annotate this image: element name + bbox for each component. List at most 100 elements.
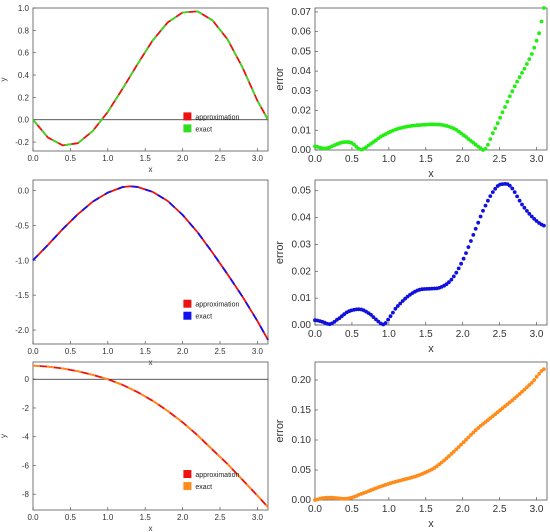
x-tick-label: 2.5	[493, 329, 507, 340]
x-tick-label: 2.5	[214, 154, 226, 163]
legend-swatch	[183, 470, 192, 479]
legend-label: approximation	[195, 472, 239, 479]
error-point	[481, 208, 485, 213]
error-point	[464, 251, 468, 256]
x-tick-label: 2.0	[177, 154, 189, 163]
y-tick-label: 0.00	[292, 320, 312, 331]
error-point	[476, 220, 481, 225]
x-tick-label: 3.0	[530, 154, 544, 165]
y-tick-label: 0.6	[18, 49, 30, 58]
legend-label: approximation	[195, 302, 239, 309]
error-point	[471, 430, 476, 435]
error-point	[522, 66, 527, 71]
panel-5: 0.0 0.5 1.0 1.5 2.0 2.5 3.0 -8 -6 -4 -2 0 x y approxim…	[0, 361, 269, 532]
error-point	[473, 428, 478, 433]
error-point	[529, 214, 534, 219]
panel-3: 0.0 0.5 1.0 1.5 2.0 2.5 3.0 -2.0 -1.5 -1.0 -0.5 0.0…	[15, 179, 269, 367]
y-tick-label: 0	[25, 375, 30, 384]
x-tick-label: 3.0	[530, 504, 544, 515]
x-tick-label: 2.5	[493, 504, 507, 515]
error-point	[369, 312, 373, 317]
y-axis-label: error	[274, 67, 286, 91]
error-point	[398, 301, 403, 306]
error-point	[454, 270, 459, 275]
series-line-approximation	[32, 10, 269, 147]
panel-4: 0.0 0.5 1.0 1.5 2.0 2.5 3.0 0.00 0.01 0.02 0.03 0.0…	[274, 179, 548, 355]
x-tick-label: 1.5	[419, 154, 433, 165]
error-point	[515, 194, 519, 199]
x-tick-label: 0.5	[345, 329, 359, 340]
y-tick-label: -1.5	[15, 291, 29, 300]
x-tick-label: 1.5	[140, 347, 152, 356]
error-point	[493, 186, 498, 191]
error-point	[451, 449, 456, 454]
y-axis-label: y	[0, 78, 8, 82]
error-point	[388, 314, 393, 319]
plot-frame	[32, 361, 269, 511]
x-tick-label: 1.0	[382, 504, 396, 515]
plot-frame	[314, 179, 548, 326]
legend-label: approximation	[195, 114, 239, 121]
panel-1: 0.0 0.5 1.0 1.5 2.0 2.5 3.0 -0.2 0.0 0.2 0.4 0.6 0.8…	[0, 4, 269, 174]
plot-frame	[32, 7, 269, 152]
error-point	[539, 19, 544, 24]
x-axis-label: x	[428, 168, 434, 180]
x-tick-label: 2.0	[177, 513, 189, 522]
error-point	[534, 38, 539, 43]
y-tick-label: 0.03	[292, 239, 312, 250]
error-point	[471, 233, 476, 237]
error-point	[486, 198, 490, 203]
y-tick-label: 0.2	[18, 93, 30, 102]
error-point	[449, 452, 454, 456]
x-tick-label: 1.5	[419, 504, 433, 515]
error-point	[478, 214, 483, 219]
error-point	[507, 183, 512, 188]
series-line-exact	[32, 10, 269, 147]
x-tick-label: 2.0	[456, 154, 470, 165]
error-point	[495, 121, 500, 126]
x-tick-label: 0.0	[308, 154, 322, 165]
series-line-approximation	[32, 185, 269, 341]
error-point	[527, 211, 532, 216]
x-tick-label: 2.0	[177, 347, 189, 356]
y-tick-label: 0.05	[292, 46, 312, 57]
y-tick-label: 0.05	[292, 186, 312, 197]
error-point	[464, 437, 468, 442]
error-point	[529, 52, 534, 56]
x-tick-label: 0.0	[308, 329, 322, 340]
y-tick-label: 0.01	[292, 293, 312, 304]
y-tick-label: -2.0	[15, 326, 29, 335]
x-tick-label: 2.5	[493, 154, 507, 165]
error-point	[483, 147, 488, 151]
x-axis-label: x	[428, 518, 434, 530]
legend-swatch	[183, 482, 192, 491]
x-tick-label: 1.0	[102, 347, 114, 356]
y-tick-label: 0.0	[18, 186, 30, 195]
x-tick-label: 0.5	[345, 154, 359, 165]
y-axis-label: error	[274, 241, 286, 265]
y-tick-label: -0.2	[15, 138, 29, 147]
y-tick-label: 0.03	[292, 86, 312, 97]
x-tick-label: 1.5	[140, 513, 152, 522]
error-point	[383, 321, 388, 325]
error-point	[371, 315, 376, 319]
error-point	[493, 126, 498, 131]
x-axis-label: x	[428, 343, 434, 355]
x-axis-label: x	[149, 358, 153, 367]
series-line-exact	[32, 364, 269, 508]
error-point	[447, 280, 451, 285]
error-point	[532, 378, 537, 382]
error-point	[510, 186, 515, 191]
error-point	[525, 209, 529, 213]
panel-2: 0.0 0.5 1.0 1.5 2.0 2.5 3.0 0.00 0.01 0.02 0.03 0.0…	[274, 6, 548, 180]
x-tick-label: 3.0	[252, 513, 264, 522]
y-tick-label: 0.15	[292, 405, 312, 416]
error-point	[466, 435, 471, 440]
plot-frame	[314, 361, 548, 501]
error-point	[517, 75, 522, 80]
y-tick-label: 0.04	[292, 213, 312, 224]
error-point	[483, 203, 488, 208]
plot-frame	[32, 179, 269, 345]
error-point	[520, 71, 524, 75]
